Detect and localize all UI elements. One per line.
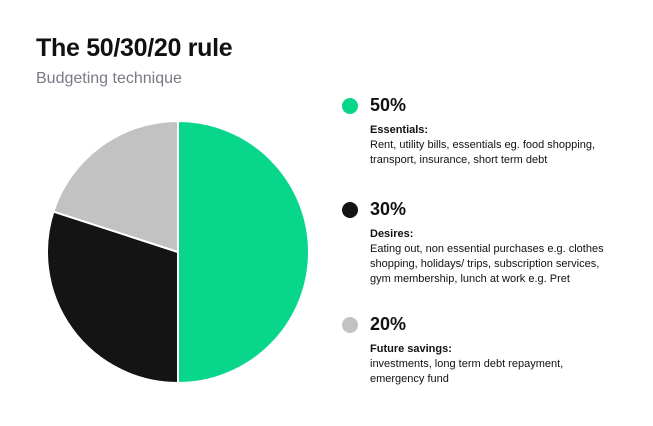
future-savings-category: Future savings:	[370, 343, 452, 355]
pie-slice-essentials	[177, 120, 310, 384]
future-savings-percent: 20%	[370, 314, 407, 334]
essentials-swatch	[342, 98, 358, 114]
essentials-description: Rent, utility bills, essentials eg. food…	[370, 139, 596, 166]
essentials-percent: 50%	[370, 95, 407, 115]
desires-percent: 30%	[370, 199, 407, 219]
desires-description: Eating out, non essential purchases e.g.…	[370, 243, 604, 285]
pie-slice-desires	[46, 210, 179, 384]
chart-subtitle: Budgeting technique	[36, 70, 182, 87]
future-savings-swatch	[342, 317, 358, 333]
pie-slice-future-savings	[52, 120, 179, 253]
desires-swatch	[342, 202, 358, 218]
future-savings-description: investments, long term debt repayment, e…	[370, 358, 564, 385]
desires-category: Desires:	[370, 228, 414, 240]
chart-title: The 50/30/20 rule	[36, 34, 233, 62]
essentials-category: Essentials:	[370, 124, 429, 136]
